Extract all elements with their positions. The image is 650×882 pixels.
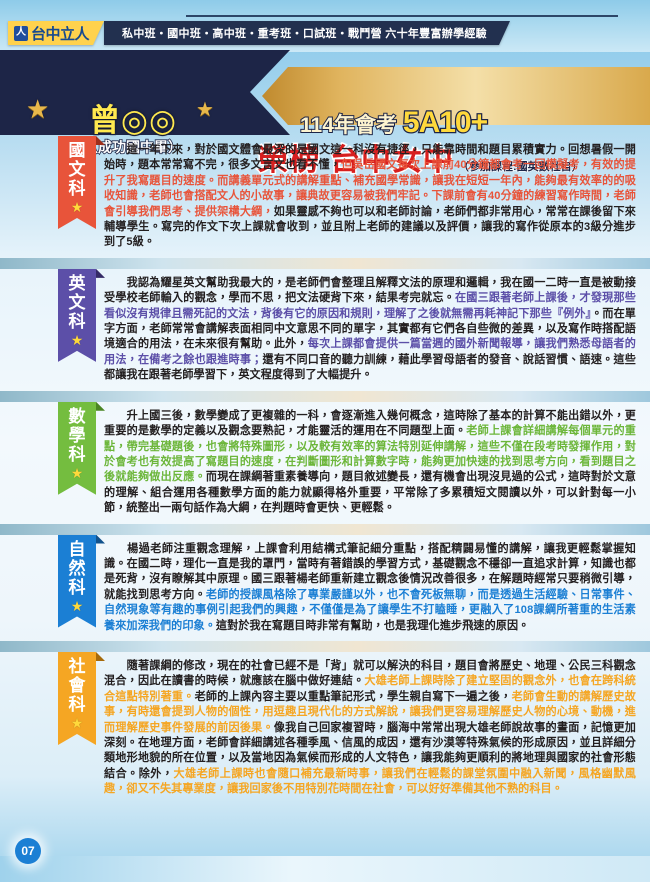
ribbon-fold-science (96, 534, 105, 544)
brand-logo[interactable]: 人 台中立人 私中班・國中班・高中班・重考班・口試班・戰鬥營 六十年豐富辦學經驗 (8, 21, 510, 45)
subject-label-char: 英 (68, 273, 86, 293)
subject-label-char: 科 (68, 311, 86, 331)
result-school: 台中女中 (329, 143, 455, 179)
star-right-icon: ★ (196, 99, 214, 121)
body-text: 而現在課綱著重素養導向，題目敘述變長，還有機會出現沒見過的公式，這時對於文意的理… (104, 471, 636, 515)
section-divider-band (0, 640, 650, 652)
topbar-divider-line (186, 15, 618, 17)
course-banner-text: 私中班・國中班・高中班・重考班・口試班・戰鬥營 六十年豐富辦學經驗 (122, 28, 487, 40)
body-text: 像我自己回家複習時，腦海中常常出現大雄老師說故事的畫面，記憶更加深刻。在地理方面… (104, 721, 636, 780)
subject-label-char: 數 (68, 406, 86, 426)
body-text: 老師的上課內容主要以重點筆記形式，學生親自寫下一遍之後， (194, 690, 512, 703)
section-chinese: 國文科 ★ 這一年下來，對於國文體會最深的是國文這一科沒有捷徑，只能靠時間和題目累… (0, 136, 650, 258)
subject-label-char: 社 (68, 656, 86, 676)
logo-text: 台中立人 (31, 25, 90, 43)
top-bar: 人 台中立人 私中班・國中班・高中班・重考班・口試班・戰鬥營 六十年豐富辦學經驗 (0, 0, 650, 52)
student-school: （成功國中畢） (83, 139, 183, 155)
highlighted-text: 老師上課會詳細講解每個單元的重點，帶完基礎題後，也會將特殊圖形，以及較有效率的算… (104, 425, 636, 484)
subject-label-char: 文 (68, 160, 86, 179)
ribbon-fold-social (96, 651, 105, 661)
ribbon-fold-english (96, 268, 105, 278)
subject-label-char: 文 (68, 292, 86, 312)
result-course-note: （參加課程:國英數社自） (457, 160, 583, 173)
ribbon-star-icon: ★ (70, 714, 84, 731)
star-left-icon: ★ (26, 94, 50, 124)
body-text: 如果靈感不夠也可以和老師討論，老師們都非常用心，常常在課後留下來輔導學生。寫完的… (104, 205, 636, 249)
subject-label-char: 科 (68, 694, 86, 714)
body-text: 升上國三後，數學變成了更複雜的一科，會逐漸進入幾何概念，這時除了基本的計算不能出… (104, 409, 636, 438)
body-text: 這對於我在寫題目時非常有幫助，也是我理化進步飛速的原因。 (215, 619, 530, 632)
ribbon-star-icon: ★ (70, 464, 84, 481)
hero-left-panel (0, 50, 290, 135)
body-text: 我認為耀星英文幫助我最大的，是老師們會整理且解釋文法的原理和邏輯，我在國一二時一… (104, 276, 636, 305)
subject-ribbon-chinese: 國文科 ★ (58, 136, 96, 229)
subject-ribbon-science: 自然科 ★ (58, 535, 96, 628)
ribbon-fold-chinese (96, 136, 105, 145)
subject-label-char: 科 (68, 444, 86, 464)
section-math: 數學科 ★ 升上國三後，數學變成了更複雜的一科，會逐漸進入幾何概念，這時除了基本的… (0, 401, 650, 524)
subject-ribbon-social: 社會科 ★ (58, 652, 96, 745)
admission-result: 榮榜 台中女中 （參加課程:國英數社自） (257, 135, 584, 179)
body-text: 。而在單字方面，老師常常會講解表面相同中文意思不同的單字，其實都有它們各自些微的… (104, 307, 636, 351)
section-body-math: 升上國三後，數學變成了更複雜的一科，會逐漸進入幾何概念，這時除了基本的計算不能出… (104, 409, 636, 517)
page-number-badge: 07 (15, 838, 41, 864)
subject-label-char: 然 (68, 558, 86, 578)
section-body-social: 隨著課綱的修改，現在的社會已經不是「背」就可以解決的科目，題目會將歷史、地理、公… (104, 659, 636, 798)
subject-label-char: 會 (68, 675, 86, 695)
hero-right-panel (262, 67, 650, 125)
ribbon-fold-math (96, 401, 105, 411)
subject-label-char: 科 (68, 179, 86, 198)
body-text: 楊過老師注重觀念理解，上課會利用結構式筆記細分重點，搭配精闢易懂的講解，讓我更輕… (104, 542, 636, 601)
body-text: 隨著課綱的修改，現在的社會已經不是「背」就可以解決的科目，題目會將歷史、地理、公… (104, 659, 636, 688)
highlighted-text: 每次上課都會提供一篇當週的國外新聞報導，讓我們熟悉母語者的用法，在備考之餘也跟進… (104, 338, 636, 366)
section-divider-band (0, 523, 650, 535)
logo-plate: 人 台中立人 (8, 21, 105, 45)
exam-year-label: 114年會考 (299, 113, 398, 138)
section-body-chinese: 這一年下來，對於國文體會最深的是國文這一科沒有捷徑，只能靠時間和題目累積實力。回… (104, 143, 636, 251)
exam-summary: 114年會考 5A10+ (299, 105, 490, 141)
ribbon-star-icon: ★ (70, 597, 84, 614)
section-divider-band (0, 390, 650, 402)
highlighted-text: 大雄老師上課時也會隨口補充最新時事，讓我們在輕鬆的課堂氛圍中融入新聞，風格幽默風… (104, 767, 636, 796)
footer-gradient (0, 856, 650, 882)
subject-label-char: 國 (68, 141, 86, 160)
logo-mark-icon: 人 (14, 25, 28, 41)
section-science: 自然科 ★ 楊過老師注重觀念理解，上課會利用結構式筆記細分重點，搭配精闢易懂的講解… (0, 534, 650, 641)
result-verb: 榮榜 (257, 143, 321, 179)
highlighted-text: 大雄老師上課時除了建立堅固的觀念外，也會在跨科統合這點特別著重。 (104, 675, 636, 703)
subject-label-char: 科 (68, 577, 86, 597)
hero-banner: ★ ★ 曾◎◎ （成功國中畢） 114年會考 5A10+ 榮榜 台中女中 （參加課… (0, 50, 650, 179)
subject-label-char: 學 (68, 425, 86, 445)
section-english: 英文科 ★ 我認為耀星英文幫助我最大的，是老師們會整理且解釋文法的原理和邏輯，我在… (0, 268, 650, 391)
body-text: 還有不同口音的聽力訓練，藉此學習母語者的發音、說話習慣、語速。這些都讓我在跟著老… (104, 353, 636, 382)
student-name-block: 曾◎◎ （成功國中畢） (58, 103, 208, 155)
highlighted-text: 老師會生動的講解歷史故事，有時還會提到人物的個性，用逗趣且現代化的方式解說，讓我… (104, 690, 636, 734)
subject-label-char: 自 (68, 539, 86, 559)
highlighted-text: 但吳岳國文每次上課前40分鐘都會考一回模擬考，有效的提升了我寫題目的速度。而講義… (104, 159, 636, 218)
course-banner: 私中班・國中班・高中班・重考班・口試班・戰鬥營 六十年豐富辦學經驗 (104, 21, 510, 45)
section-body-science: 楊過老師注重觀念理解，上課會利用結構式筆記細分重點，搭配精闢易懂的講解，讓我更輕… (104, 542, 636, 634)
subject-ribbon-english: 英文科 ★ (58, 269, 96, 362)
ribbon-star-icon: ★ (70, 331, 84, 348)
highlighted-text: 在國三跟著老師上課後，才發現那些看似沒有規律且需死記的文法，背後有它的原因和規則… (104, 292, 636, 320)
section-divider-band (0, 257, 650, 269)
section-social: 社會科 ★ 隨著課綱的修改，現在的社會已經不是「背」就可以解決的科目，題目會將歷史… (0, 651, 650, 805)
section-body-english: 我認為耀星英文幫助我最大的，是老師們會整理且解釋文法的原理和邏輯，我在國一二時一… (104, 276, 636, 384)
ribbon-star-icon: ★ (70, 199, 84, 215)
student-name: 曾◎◎ (88, 103, 178, 138)
body-text: 這一年下來，對於國文體會最深的是國文這一科沒有捷徑，只能靠時間和題目累積實力。回… (104, 144, 636, 172)
highlighted-text: 老師的授課風格除了專業嚴謹以外，也不會死板無聊，而是透過生活經驗、日常事件、自然… (104, 588, 636, 632)
subject-ribbon-math: 數學科 ★ (58, 402, 96, 495)
testimonial-sections: 國文科 ★ 這一年下來，對於國文體會最深的是國文這一科沒有捷徑，只能靠時間和題目累… (0, 136, 650, 805)
exam-score-badge: 5A10+ (402, 105, 490, 141)
